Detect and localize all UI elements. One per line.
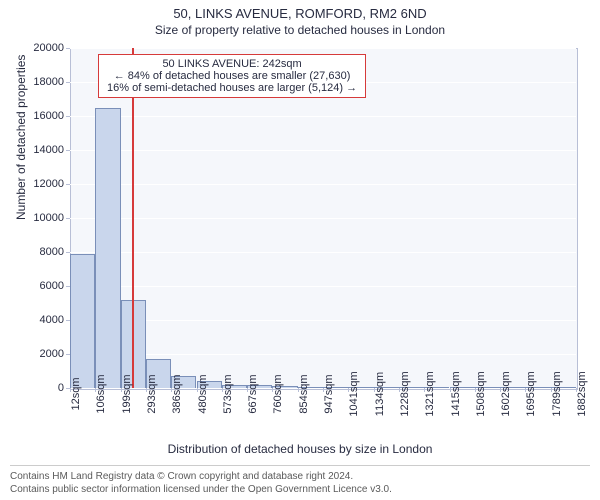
chart-plot-area: 0200040006000800010000120001400016000180… [70, 48, 576, 388]
gridline [70, 354, 576, 355]
ytick-mark [66, 150, 70, 151]
histogram-bar [70, 254, 95, 388]
xtick-label: 854sqm [298, 374, 310, 413]
ytick-label: 4000 [40, 314, 64, 326]
gridline [70, 286, 576, 287]
xtick-label: 667sqm [247, 374, 259, 413]
gridline [70, 48, 576, 49]
gridline [70, 252, 576, 253]
ytick-label: 14000 [33, 144, 64, 156]
xtick-label: 1602sqm [500, 371, 512, 416]
xtick-mark [323, 388, 324, 392]
xtick-mark [171, 388, 172, 392]
xtick-mark [399, 388, 400, 392]
plot-background [70, 48, 578, 390]
xtick-mark [272, 388, 273, 392]
gridline [70, 218, 576, 219]
xtick-mark [197, 388, 198, 392]
ytick-label: 10000 [33, 212, 64, 224]
xtick-label: 760sqm [272, 374, 284, 413]
gridline [70, 184, 576, 185]
legend-box: 50 LINKS AVENUE: 242sqm ← 84% of detache… [98, 54, 366, 98]
xtick-mark [121, 388, 122, 392]
ytick-label: 18000 [33, 76, 64, 88]
gridline [70, 150, 576, 151]
xtick-label: 1789sqm [551, 371, 563, 416]
xtick-label: 106sqm [95, 374, 107, 413]
xtick-mark [247, 388, 248, 392]
xtick-label: 1695sqm [525, 371, 537, 416]
xtick-mark [298, 388, 299, 392]
x-axis-title: Distribution of detached houses by size … [0, 442, 600, 456]
ytick-mark [66, 116, 70, 117]
xtick-label: 1321sqm [424, 371, 436, 416]
property-marker-line [132, 48, 134, 388]
y-axis-title: Number of detached properties [14, 55, 28, 220]
xtick-label: 12sqm [70, 377, 82, 410]
gridline [70, 320, 576, 321]
xtick-label: 199sqm [121, 374, 133, 413]
gridline [70, 116, 576, 117]
ytick-label: 12000 [33, 178, 64, 190]
xtick-mark [374, 388, 375, 392]
histogram-bar [95, 108, 120, 388]
ytick-label: 20000 [33, 42, 64, 54]
xtick-mark [475, 388, 476, 392]
xtick-mark [95, 388, 96, 392]
ytick-mark [66, 184, 70, 185]
xtick-label: 1882sqm [576, 371, 588, 416]
xtick-label: 947sqm [323, 374, 335, 413]
xtick-mark [450, 388, 451, 392]
xtick-label: 1041sqm [348, 371, 360, 416]
ytick-mark [66, 82, 70, 83]
ytick-mark [66, 48, 70, 49]
legend-line-2: ← 84% of detached houses are smaller (27… [107, 70, 357, 82]
ytick-mark [66, 252, 70, 253]
ytick-mark [66, 320, 70, 321]
xtick-mark [424, 388, 425, 392]
ytick-label: 8000 [40, 246, 64, 258]
xtick-mark [146, 388, 147, 392]
footer-line-1: Contains HM Land Registry data © Crown c… [10, 470, 590, 483]
ytick-label: 16000 [33, 110, 64, 122]
ytick-mark [66, 286, 70, 287]
xtick-mark [576, 388, 577, 392]
xtick-mark [551, 388, 552, 392]
xtick-label: 1415sqm [450, 371, 462, 416]
xtick-label: 480sqm [197, 374, 209, 413]
ytick-mark [66, 354, 70, 355]
xtick-label: 573sqm [222, 374, 234, 413]
chart-subtitle: Size of property relative to detached ho… [0, 21, 600, 37]
xtick-label: 293sqm [146, 374, 158, 413]
xtick-mark [525, 388, 526, 392]
xtick-label: 386sqm [171, 374, 183, 413]
legend-line-1: 50 LINKS AVENUE: 242sqm [107, 58, 357, 70]
xtick-mark [348, 388, 349, 392]
xtick-label: 1508sqm [475, 371, 487, 416]
legend-line-3: 16% of semi-detached houses are larger (… [107, 82, 357, 94]
ytick-label: 6000 [40, 280, 64, 292]
ytick-mark [66, 218, 70, 219]
xtick-label: 1134sqm [374, 372, 386, 416]
xtick-mark [500, 388, 501, 392]
xtick-mark [70, 388, 71, 392]
ytick-label: 0 [58, 382, 64, 394]
ytick-label: 2000 [40, 348, 64, 360]
xtick-label: 1228sqm [399, 371, 411, 416]
xtick-mark [222, 388, 223, 392]
footer-line-2: Contains public sector information licen… [10, 483, 590, 496]
chart-title: 50, LINKS AVENUE, ROMFORD, RM2 6ND [0, 0, 600, 21]
footer-attribution: Contains HM Land Registry data © Crown c… [10, 465, 590, 496]
